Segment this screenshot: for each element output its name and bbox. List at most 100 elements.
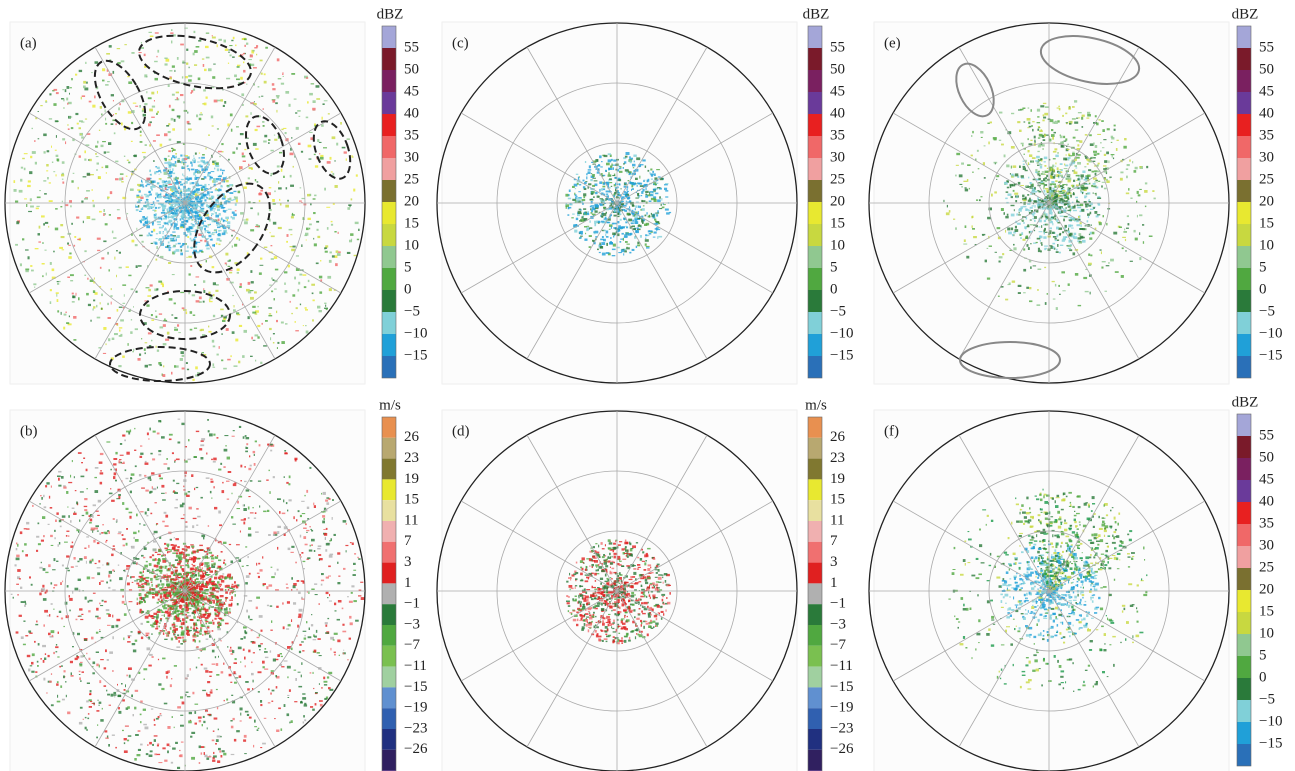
echo (190, 668, 191, 670)
echo (291, 648, 293, 651)
echo (199, 762, 201, 763)
echo (221, 551, 223, 553)
echo (253, 143, 257, 146)
echo (250, 270, 252, 273)
echo (181, 161, 183, 163)
echo (187, 121, 190, 124)
echo (231, 40, 233, 41)
echo (152, 458, 155, 460)
echo (301, 662, 302, 665)
echo (187, 563, 188, 565)
echo (81, 97, 82, 100)
panel: (c)dBZ5550454035302520151050−5−10−15 (437, 6, 853, 384)
echo (117, 48, 120, 49)
echo (212, 760, 215, 762)
echo (243, 187, 247, 189)
echo (42, 645, 46, 647)
echo (258, 213, 260, 216)
echo (217, 238, 221, 241)
echo (197, 631, 198, 634)
echo (115, 480, 117, 482)
echo (211, 171, 215, 172)
echo (223, 753, 226, 756)
echo (75, 658, 78, 660)
echo (124, 738, 127, 740)
echo (254, 291, 257, 293)
echo (120, 443, 122, 445)
echo (175, 559, 178, 561)
echo (202, 606, 204, 608)
echo (97, 238, 101, 240)
echo (214, 168, 215, 170)
echo (220, 586, 221, 587)
echo (316, 263, 319, 265)
echo (71, 180, 73, 182)
echo (275, 269, 278, 271)
echo (350, 542, 352, 543)
echo (206, 711, 208, 712)
echo (197, 592, 200, 594)
echo (154, 719, 155, 721)
colorbar-segment (382, 729, 396, 750)
echo (45, 100, 47, 101)
echo (196, 205, 198, 207)
echo (201, 746, 204, 748)
echo (217, 209, 220, 212)
echo (320, 704, 323, 707)
echo (302, 697, 306, 700)
echo (220, 99, 223, 101)
echo (130, 189, 134, 191)
echo (273, 333, 275, 334)
echo (100, 605, 103, 606)
echo (76, 619, 78, 621)
echo (203, 280, 205, 283)
echo (166, 550, 168, 551)
echo (169, 166, 172, 168)
echo (86, 700, 89, 702)
echo (47, 150, 50, 152)
echo (172, 240, 175, 242)
echo (129, 601, 133, 602)
echo (243, 53, 245, 54)
echo (126, 565, 130, 567)
echo (319, 603, 320, 604)
colorbar-tick-label: −7 (404, 637, 420, 653)
echo (306, 240, 307, 241)
echo (137, 602, 139, 605)
echo (131, 288, 134, 290)
echo (178, 560, 181, 562)
echo (99, 629, 100, 630)
echo (102, 524, 104, 525)
echo (129, 512, 133, 514)
echo (164, 215, 167, 217)
echo (79, 155, 81, 157)
echo (208, 525, 209, 527)
echo (319, 683, 320, 685)
echo (196, 667, 197, 669)
echo (180, 189, 182, 191)
echo (287, 676, 288, 678)
echo (131, 576, 134, 578)
echo (329, 601, 332, 602)
echo (190, 182, 192, 184)
echo (31, 584, 33, 586)
echo (26, 528, 29, 529)
echo (122, 601, 125, 604)
echo (213, 752, 214, 754)
echo (324, 684, 327, 686)
echo (177, 97, 179, 99)
echo (90, 519, 93, 522)
echo (213, 294, 215, 296)
echo (104, 532, 108, 534)
echo (158, 683, 161, 685)
echo (56, 561, 58, 562)
echo (594, 180, 598, 181)
echo (180, 161, 181, 163)
echo (99, 582, 101, 585)
echo (313, 100, 316, 103)
echo (170, 77, 172, 79)
echo (144, 206, 148, 207)
colorbar-tick-label: 15 (404, 215, 419, 231)
echo (335, 185, 338, 188)
echo (327, 597, 329, 598)
